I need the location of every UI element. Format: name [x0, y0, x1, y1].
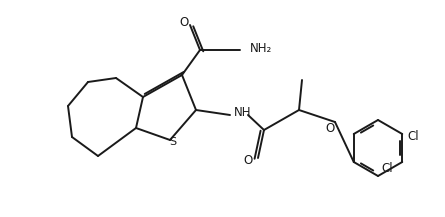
Text: NH₂: NH₂ [250, 43, 272, 56]
Text: Cl: Cl [381, 161, 392, 174]
Text: NH: NH [234, 107, 251, 120]
Text: S: S [170, 137, 177, 147]
Text: Cl: Cl [407, 130, 419, 143]
Text: O: O [325, 123, 335, 135]
Text: O: O [179, 15, 189, 28]
Text: O: O [243, 155, 253, 168]
